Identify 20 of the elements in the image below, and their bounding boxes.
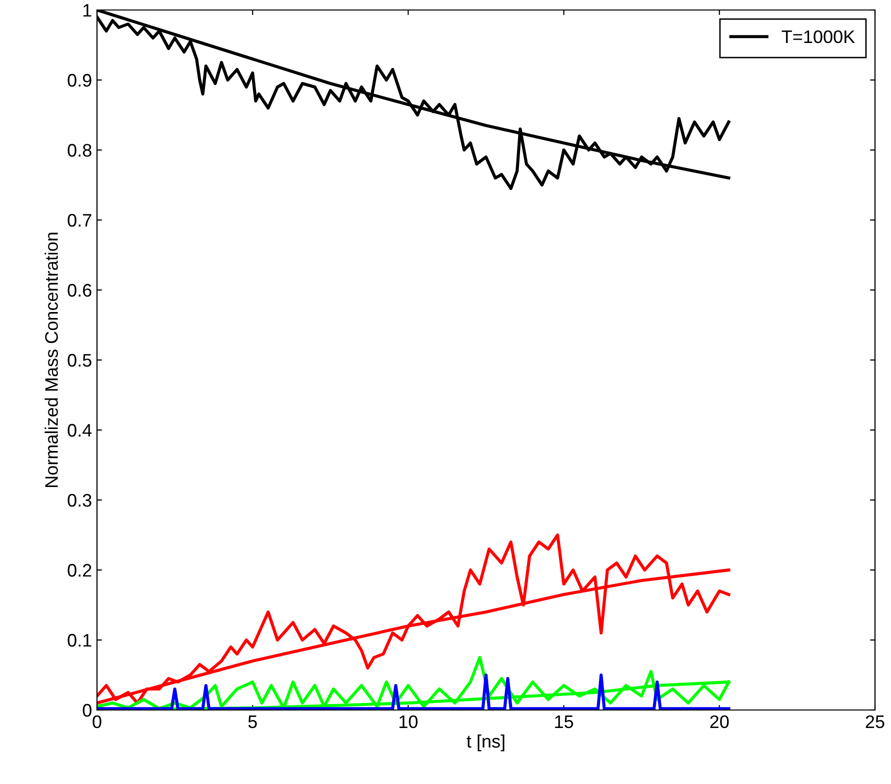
y-axis-title: Normalized Mass Concentration [44, 232, 58, 487]
x-axis-title: t [ns] [466, 734, 504, 752]
y-tick-label: 0.9 [68, 74, 92, 87]
x-tick-label: 15 [555, 716, 574, 728]
x-tick-label: 25 [866, 715, 884, 728]
y-tick-label: 0.5 [68, 354, 92, 367]
x-tick-label: 5 [248, 716, 257, 728]
y-tick-label: 0.3 [68, 494, 92, 507]
y-tick-label: 0.4 [68, 424, 92, 437]
y-tick-label: 0.8 [68, 144, 92, 157]
x-tick-label: 10 [400, 715, 418, 728]
y-tick-label: 1 [83, 4, 92, 17]
x-tick-label: 20 [710, 715, 729, 728]
legend-label: T=1000K [782, 30, 855, 44]
y-tick-label: 0.7 [68, 214, 92, 227]
y-tick-label: 0.1 [68, 634, 92, 647]
y-tick-label: 0.2 [68, 564, 92, 577]
y-tick-label: 0 [82, 704, 92, 717]
x-tick-label: 0 [92, 715, 102, 728]
y-tick-label: 0.6 [68, 284, 92, 297]
